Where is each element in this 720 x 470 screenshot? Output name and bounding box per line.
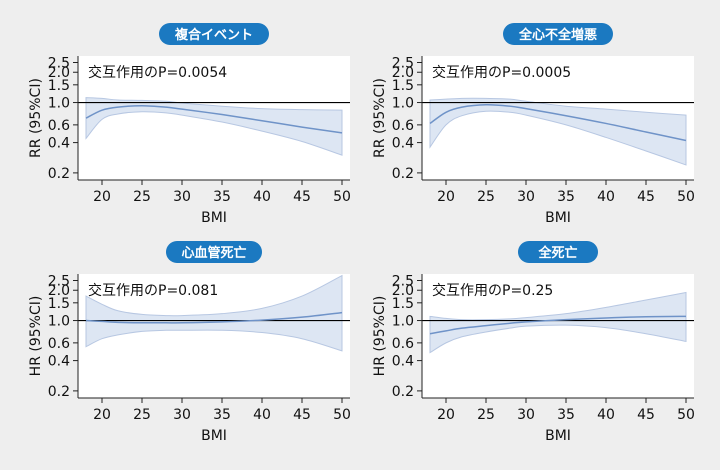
y-tick-label: 0.2 <box>48 384 70 400</box>
y-tick-label: 2.0 <box>48 283 70 299</box>
confidence-band <box>85 97 343 156</box>
x-tick-label: 50 <box>677 407 695 423</box>
x-tick-label: 25 <box>477 407 495 423</box>
y-tick-label: 1.5 <box>392 78 414 94</box>
y-tick-label: 1.0 <box>392 314 414 330</box>
x-tick-label: 20 <box>437 407 455 423</box>
x-tick-label: 45 <box>637 189 655 205</box>
y-tick-label: 2.0 <box>392 283 414 299</box>
y-axis-label: RR (95%CI) <box>372 78 388 158</box>
chart-panel-4: 0.2 0.4 0.6 1.0 1.52.02.5 20 25 30 35 40 45 50 BMI HR… <box>372 241 695 444</box>
x-tick-label: 40 <box>597 189 615 205</box>
x-tick-label: 50 <box>333 407 351 423</box>
panel-title: 全心不全増悪 <box>518 27 597 43</box>
x-tick-label: 40 <box>253 189 271 205</box>
x-axis-label: BMI <box>201 210 227 226</box>
panel-title-badge <box>166 241 262 263</box>
x-tick-label: 40 <box>597 407 615 423</box>
estimate-line <box>429 315 687 335</box>
y-tick-label: 0.2 <box>392 384 414 400</box>
interaction-p-annotation: 交互作用のP=0.0054 <box>88 64 227 81</box>
x-tick-label: 30 <box>517 407 535 423</box>
y-tick-label: 1.5 <box>48 78 70 94</box>
y-tick-label: 0.6 <box>392 118 414 134</box>
x-tick-label: 25 <box>133 189 151 205</box>
estimate-line <box>85 104 343 134</box>
x-tick-label: 30 <box>173 407 191 423</box>
x-tick-label: 20 <box>93 407 111 423</box>
y-tick-label: 2.0 <box>48 65 70 81</box>
x-axis-label: BMI <box>545 428 571 444</box>
x-tick-label: 50 <box>677 189 695 205</box>
y-axis-label: RR (95%CI) <box>28 78 44 158</box>
chart-panel-1: 0.2 0.4 0.6 1.0 1.52.02.5 20 25 30 35 40 45 50 BMI RR… <box>28 23 351 226</box>
x-tick-label: 40 <box>253 407 271 423</box>
interaction-p-annotation: 交互作用のP=0.0005 <box>432 64 571 81</box>
x-tick-label: 45 <box>293 189 311 205</box>
panel-title-badge <box>518 241 598 263</box>
y-tick-label: 0.4 <box>392 354 414 370</box>
panel-title-badge <box>503 23 613 45</box>
x-tick-label: 35 <box>213 189 231 205</box>
confidence-band <box>429 97 687 166</box>
x-tick-label: 25 <box>477 189 495 205</box>
y-axis-label: HR (95%CI) <box>28 296 44 377</box>
panel-title-badge <box>159 23 269 45</box>
interaction-p-annotation: 交互作用のP=0.25 <box>432 282 553 299</box>
x-tick-label: 50 <box>333 189 351 205</box>
y-tick-label: 1.0 <box>48 314 70 330</box>
confidence-band <box>85 274 343 352</box>
y-tick-label: 1.0 <box>392 96 414 112</box>
panel-title: 複合イベント <box>174 27 253 43</box>
x-axis-label: BMI <box>545 210 571 226</box>
x-tick-label: 35 <box>213 407 231 423</box>
y-tick-label: 0.2 <box>392 166 414 182</box>
y-tick-label: 0.4 <box>392 136 414 152</box>
y-tick-label: 1.0 <box>48 96 70 112</box>
y-tick-label: 2.5 <box>392 273 414 289</box>
y-tick-label: 2.5 <box>48 273 70 289</box>
x-tick-label: 45 <box>293 407 311 423</box>
y-tick-label: 2.5 <box>392 55 414 71</box>
confidence-band <box>429 291 687 354</box>
x-tick-label: 45 <box>637 407 655 423</box>
panel-title: 心血管死亡 <box>181 245 246 261</box>
estimate-line <box>85 311 343 324</box>
y-tick-label: 0.6 <box>48 336 70 352</box>
interaction-p-annotation: 交互作用のP=0.081 <box>88 282 218 299</box>
x-tick-label: 35 <box>557 189 575 205</box>
chart-panel-3: 0.2 0.4 0.6 1.0 1.52.02.5 20 25 30 35 40 45 50 BMI HR… <box>28 241 351 444</box>
y-axis-label: HR (95%CI) <box>372 296 388 377</box>
panel-title: 全死亡 <box>537 245 577 261</box>
y-tick-label: 0.4 <box>48 354 70 370</box>
x-tick-label: 30 <box>517 189 535 205</box>
y-tick-label: 2.5 <box>48 55 70 71</box>
chart-panel-2: 0.2 0.4 0.6 1.0 1.52.02.5 20 25 30 35 40 45 50 BMI RR… <box>372 23 695 226</box>
y-tick-label: 2.0 <box>392 65 414 81</box>
x-tick-label: 35 <box>557 407 575 423</box>
y-tick-label: 1.5 <box>48 296 70 312</box>
x-tick-label: 20 <box>93 189 111 205</box>
y-tick-label: 1.5 <box>392 296 414 312</box>
y-tick-label: 0.4 <box>48 136 70 152</box>
x-tick-label: 25 <box>133 407 151 423</box>
y-tick-label: 0.6 <box>48 118 70 134</box>
x-axis-label: BMI <box>201 428 227 444</box>
x-tick-label: 30 <box>173 189 191 205</box>
y-tick-label: 0.6 <box>392 336 414 352</box>
estimate-line <box>429 104 687 142</box>
y-tick-label: 0.2 <box>48 166 70 182</box>
x-tick-label: 20 <box>437 189 455 205</box>
